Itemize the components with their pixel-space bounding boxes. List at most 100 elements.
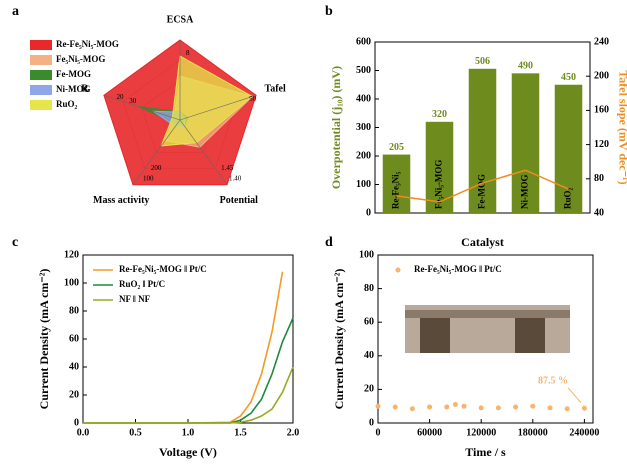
value-label: 320 (432, 109, 447, 120)
x-tick-label: 0.5 (129, 427, 142, 438)
panel-label: d (325, 235, 333, 250)
point (513, 405, 518, 410)
legend-label: RuO₂ ‖ Pt/C (119, 279, 165, 289)
photo-electrode (420, 318, 450, 353)
x-axis-label: Time / s (465, 445, 506, 459)
x-axis-label: Catalyst (461, 235, 504, 249)
point (530, 404, 535, 409)
legend-marker (396, 268, 401, 273)
x-tick-label: 1.0 (182, 427, 195, 438)
legend-label: RuO₂ (56, 99, 78, 109)
y-tick-label: 60 (69, 333, 79, 344)
y-tick-label: 80 (364, 283, 374, 294)
y2-tick-label: 80 (594, 173, 604, 184)
value-label: 506 (475, 56, 490, 67)
figure: Re-Fe₅Ni₅-MOG Fe₅Ni₅-MOG Fe-MOG Ni-MOG RuO₂ E… (0, 0, 627, 461)
line (83, 272, 283, 423)
radar-axis-label: Mass activity (93, 195, 149, 206)
y-tick-label: 40 (69, 361, 79, 372)
x-tick-label: 240000 (569, 427, 599, 438)
x-tick-label: 120000 (466, 427, 496, 438)
y-tick-label: 100 (64, 277, 79, 288)
y2-tick-label: 240 (594, 36, 609, 47)
y-tick-label: 40 (364, 350, 374, 361)
y-tick-label: 400 (356, 93, 371, 104)
x-tick-label: 60000 (417, 427, 442, 438)
legend-label: Re-Fe₅Ni₅-MOG (56, 39, 119, 49)
point (462, 404, 467, 409)
legend-swatch (30, 40, 52, 50)
point (376, 404, 381, 409)
panel-label: c (12, 235, 18, 250)
radar-tick-label: 200 (151, 164, 162, 172)
point (393, 405, 398, 410)
y-tick-label: 200 (356, 150, 371, 161)
y-tick-label: 0 (366, 207, 371, 218)
legend-swatch (30, 70, 52, 80)
line (83, 318, 293, 423)
y-axis-label: Current Density (mA cm⁻²) (37, 269, 51, 410)
y-tick-label: 100 (359, 249, 374, 260)
point (453, 402, 458, 407)
x-tick-label: 180000 (518, 427, 548, 438)
y2-tick-label: 40 (594, 207, 604, 218)
legend-swatch (30, 85, 52, 95)
point (548, 405, 553, 410)
y-tick-label: 120 (64, 249, 79, 260)
radar-axis-label: Potential (220, 195, 259, 206)
point (479, 405, 484, 410)
radar-axis-label: ECSA (167, 14, 194, 25)
y-tick-label: 0 (369, 417, 374, 428)
radar-axis-label: Tafel (264, 83, 286, 94)
y-tick-label: 20 (364, 384, 374, 395)
y-tick-label: 500 (356, 65, 371, 76)
legend-label: NF ‖ NF (119, 294, 151, 304)
x-tick-label: 0 (376, 427, 381, 438)
value-label: 450 (561, 72, 576, 83)
photo-holder (405, 310, 570, 318)
y-tick-label: 60 (364, 316, 374, 327)
point (427, 405, 432, 410)
value-label: 490 (518, 61, 533, 72)
radar-tick-label: 20 (117, 93, 125, 101)
point (410, 406, 415, 411)
category-label: Ni-MOG (520, 175, 530, 210)
annotation: 87.5 % (538, 375, 568, 386)
y-tick-label: 100 (356, 179, 371, 190)
legend-label: Fe₅Ni₅-MOG (56, 54, 105, 64)
legend-label: Fe-MOG (56, 69, 91, 79)
category-label: Fe-MOG (477, 174, 487, 209)
x-tick-label: 0.0 (77, 427, 90, 438)
category-label: Re-Fe₅Ni₅ (391, 171, 401, 209)
y2-tick-label: 160 (594, 105, 609, 116)
radar-tick-label: 1.40 (229, 175, 242, 183)
x-axis-label: Voltage (V) (159, 445, 217, 459)
y2-tick-label: 120 (594, 139, 609, 150)
point (444, 405, 449, 410)
radar-tick-label: 8 (186, 49, 190, 57)
panel-label: a (12, 4, 19, 19)
panel-label: b (325, 4, 333, 19)
y-tick-label: 80 (69, 305, 79, 316)
annotation-arrow (568, 388, 581, 403)
x-tick-label: 1.5 (234, 427, 247, 438)
radar-tick-label: 1.45 (221, 164, 234, 172)
y-tick-label: 20 (69, 389, 79, 400)
point (582, 406, 587, 411)
x-tick-label: 2.0 (287, 427, 300, 438)
point (565, 406, 570, 411)
radar-axis-label: R (81, 83, 89, 94)
y2-tick-label: 200 (594, 70, 609, 81)
legend-swatch (30, 100, 52, 110)
value-label: 205 (389, 142, 404, 153)
y-axis-label: Overpotential (j₁₀) (mV) (329, 66, 343, 189)
y-tick-label: 600 (356, 36, 371, 47)
y-axis-label: Current Density (mA cm⁻²) (332, 269, 346, 410)
category-label: RuO₂ (563, 187, 573, 209)
radar-tick-label: 30 (129, 97, 137, 105)
legend-swatch (30, 55, 52, 65)
photo-electrode (515, 318, 545, 353)
y2-axis-label: Tafel slope (mV dec⁻¹) (616, 70, 627, 184)
legend-label: Re-Fe₅Ni₅-MOG ‖ Pt/C (119, 264, 207, 274)
point (496, 405, 501, 410)
